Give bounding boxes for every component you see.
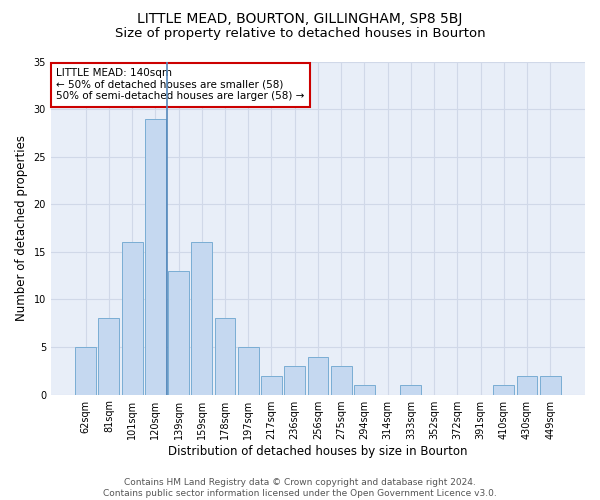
X-axis label: Distribution of detached houses by size in Bourton: Distribution of detached houses by size … (168, 444, 468, 458)
Y-axis label: Number of detached properties: Number of detached properties (15, 135, 28, 321)
Bar (215, 318, 235, 394)
Bar (400, 385, 421, 394)
Bar (354, 385, 375, 394)
Bar (191, 242, 212, 394)
Bar (122, 242, 143, 394)
Text: LITTLE MEAD: 140sqm
← 50% of detached houses are smaller (58)
50% of semi-detach: LITTLE MEAD: 140sqm ← 50% of detached ho… (56, 68, 305, 102)
Bar (145, 118, 166, 394)
Bar (261, 376, 282, 394)
Bar (493, 385, 514, 394)
Bar (168, 271, 189, 394)
Bar (308, 356, 328, 395)
Text: Size of property relative to detached houses in Bourton: Size of property relative to detached ho… (115, 28, 485, 40)
Text: LITTLE MEAD, BOURTON, GILLINGHAM, SP8 5BJ: LITTLE MEAD, BOURTON, GILLINGHAM, SP8 5B… (137, 12, 463, 26)
Bar (517, 376, 538, 394)
Bar (238, 347, 259, 395)
Bar (540, 376, 561, 394)
Bar (331, 366, 352, 394)
Bar (98, 318, 119, 394)
Bar (284, 366, 305, 394)
Bar (75, 347, 96, 395)
Text: Contains HM Land Registry data © Crown copyright and database right 2024.
Contai: Contains HM Land Registry data © Crown c… (103, 478, 497, 498)
